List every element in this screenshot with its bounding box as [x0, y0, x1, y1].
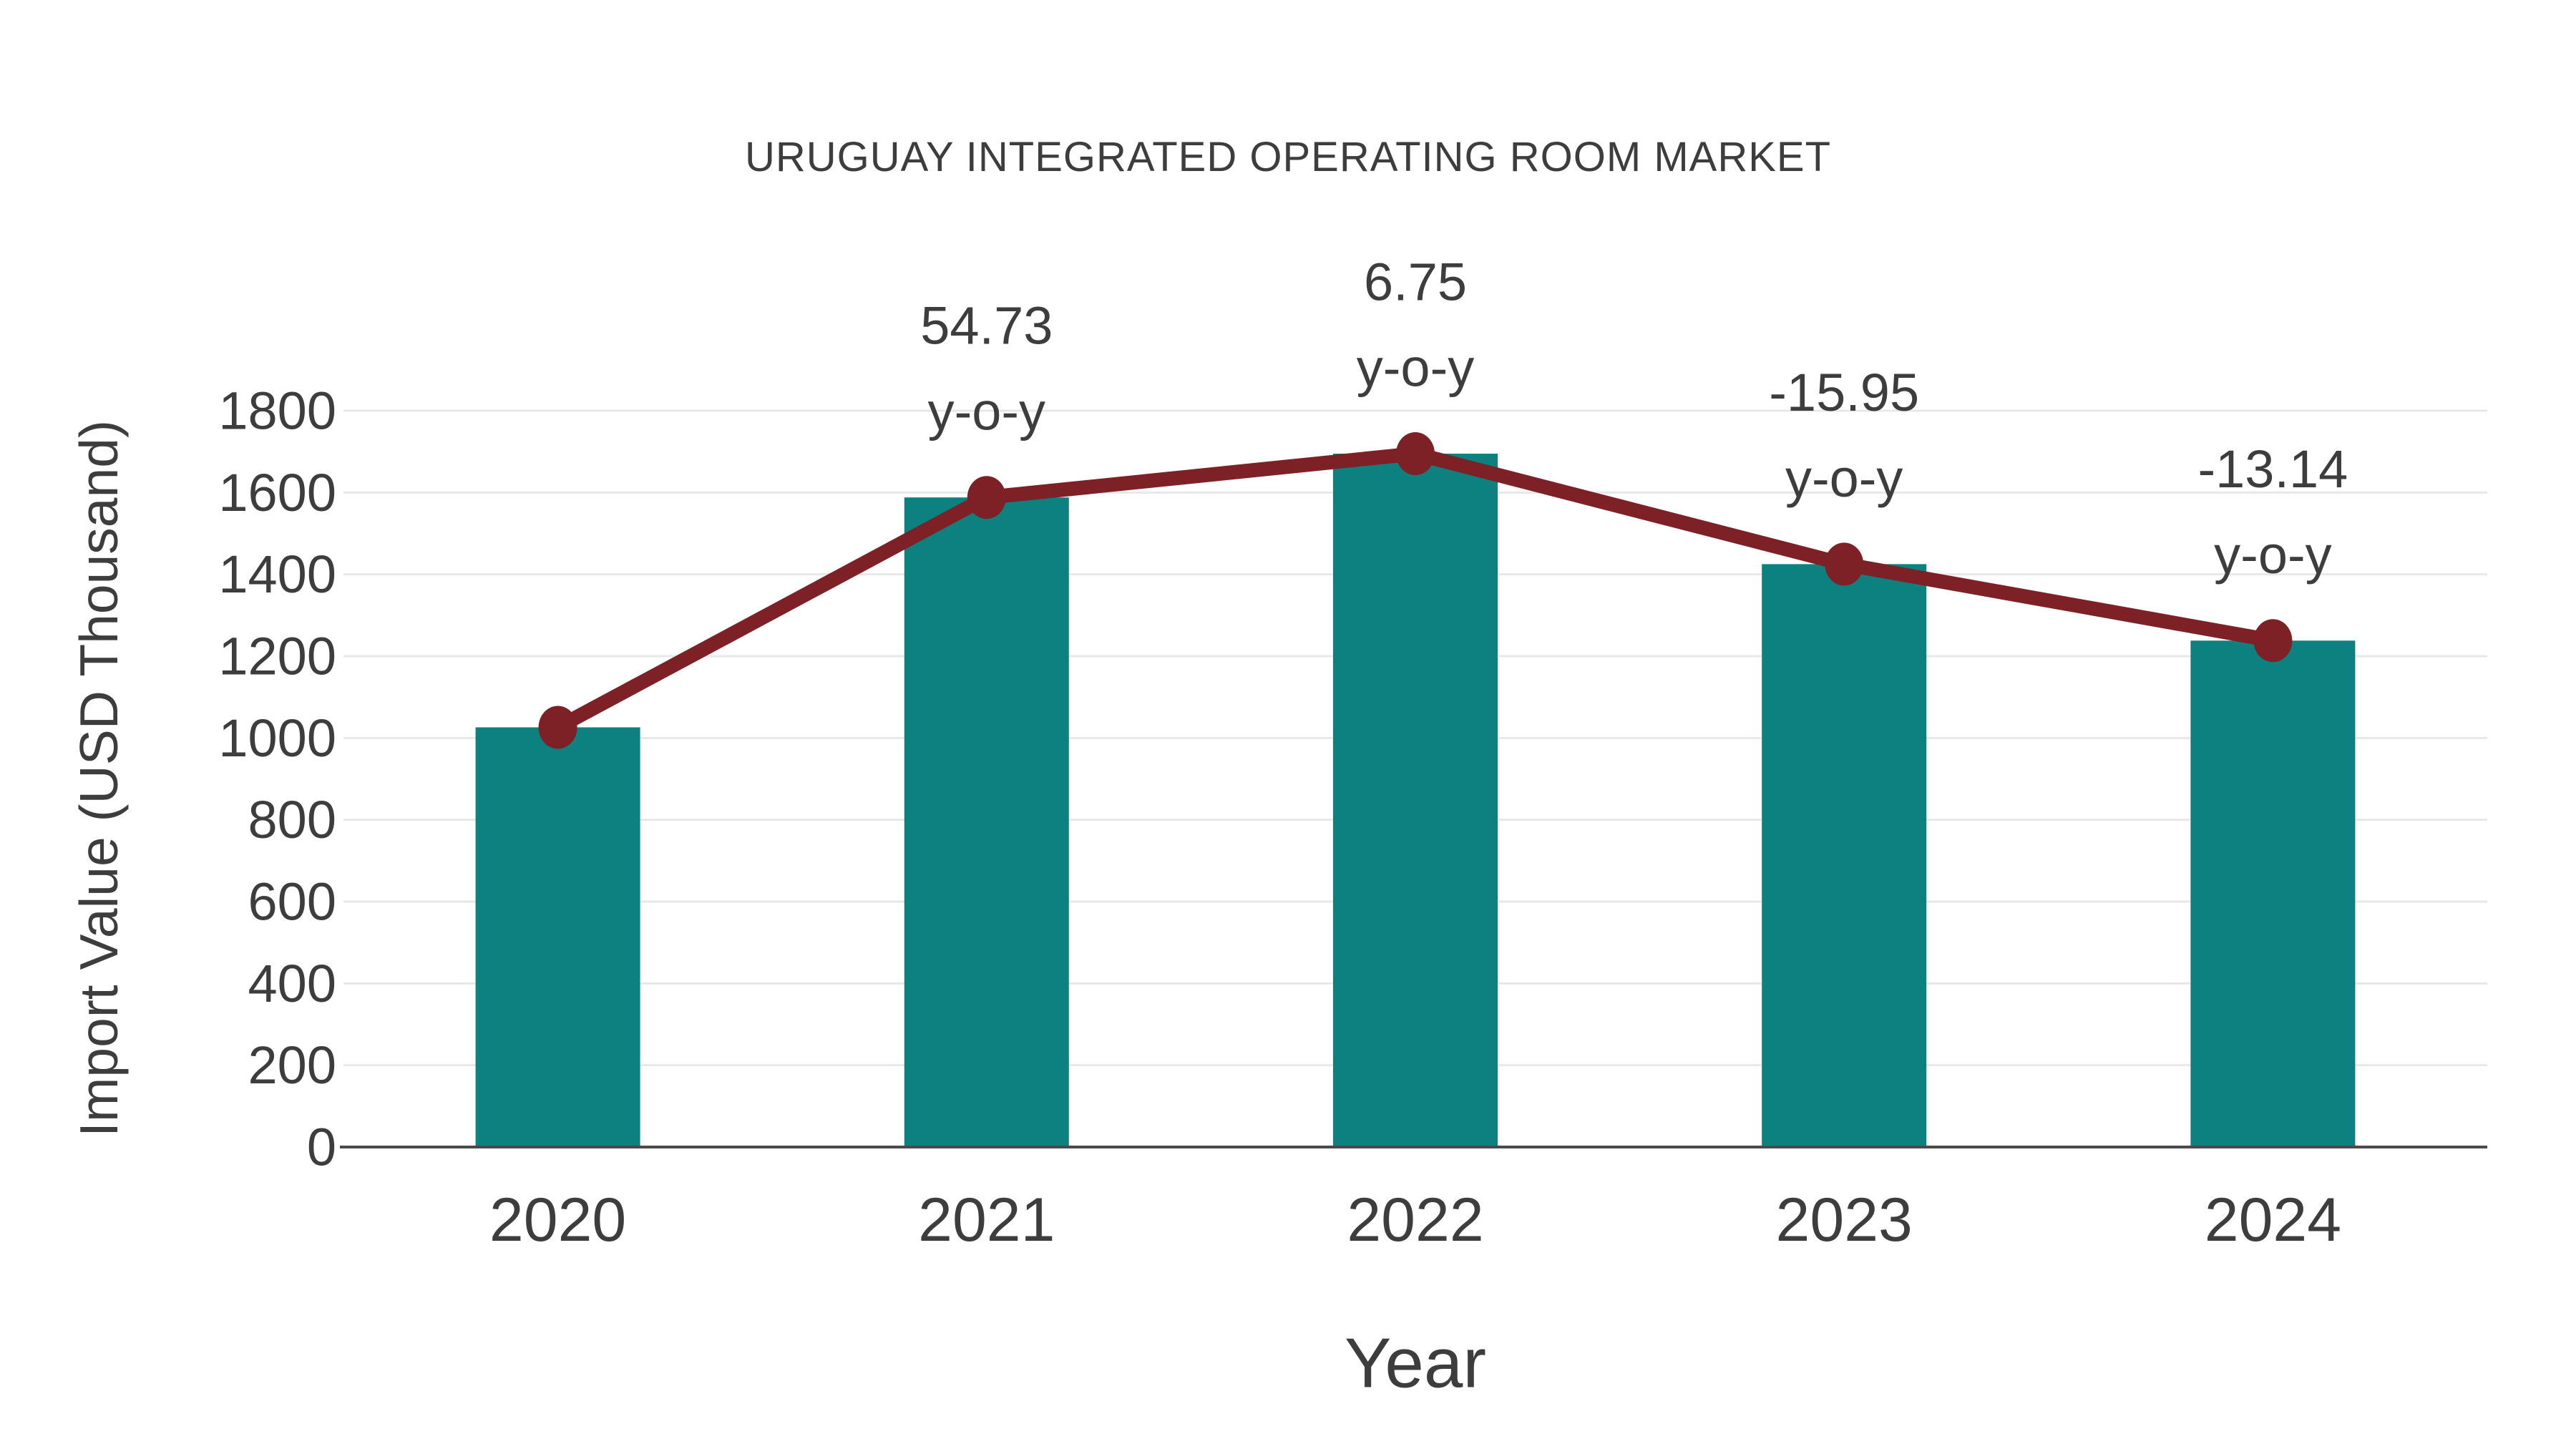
bar-2024: [2190, 640, 2356, 1147]
x-tick-label-2022: 2022: [1347, 1186, 1483, 1254]
x-tick-label-2023: 2023: [1776, 1186, 1913, 1254]
x-axis-title: Year: [1344, 1323, 1487, 1402]
y-tick-label-200: 200: [248, 1035, 336, 1095]
bar-2020: [475, 727, 640, 1147]
annotation-suffix-2021: y-o-y: [928, 382, 1045, 441]
y-tick-label-0: 0: [307, 1118, 336, 1177]
y-tick-label-400: 400: [248, 954, 336, 1013]
x-tick-label-2024: 2024: [2205, 1186, 2341, 1254]
y-tick-label-600: 600: [248, 872, 336, 932]
y-tick-label-1000: 1000: [218, 708, 336, 768]
y-tick-label-1400: 1400: [218, 545, 336, 604]
x-tick-label-2020: 2020: [489, 1186, 626, 1254]
annotation-suffix-2023: y-o-y: [1785, 449, 1903, 508]
marker-2020: [538, 706, 577, 749]
bar-2022: [1333, 454, 1498, 1147]
y-tick-label-800: 800: [248, 790, 336, 849]
y-tick-label-1600: 1600: [218, 463, 336, 522]
marker-2022: [1396, 432, 1435, 476]
y-tick-label-1200: 1200: [218, 627, 336, 686]
y-tick-label-1800: 1800: [218, 381, 336, 441]
x-tick-label-2021: 2021: [918, 1186, 1055, 1254]
annotation-value-2024: -13.14: [2197, 439, 2348, 499]
bar-2023: [1762, 564, 1927, 1147]
y-axis-title: Import Value (USD Thousand): [69, 420, 129, 1137]
annotation-value-2023: -15.95: [1769, 363, 1919, 422]
bar-2021: [904, 497, 1069, 1147]
marker-2024: [2253, 619, 2293, 663]
marker-2021: [967, 476, 1006, 519]
chart-title: URUGUAY INTEGRATED OPERATING ROOM MARKET: [744, 134, 1832, 180]
annotation-suffix-2024: y-o-y: [2214, 525, 2331, 585]
annotation-value-2021: 54.73: [920, 296, 1053, 356]
marker-2023: [1825, 542, 1864, 586]
annotation-value-2022: 6.75: [1364, 253, 1467, 312]
annotation-suffix-2022: y-o-y: [1357, 338, 1474, 398]
